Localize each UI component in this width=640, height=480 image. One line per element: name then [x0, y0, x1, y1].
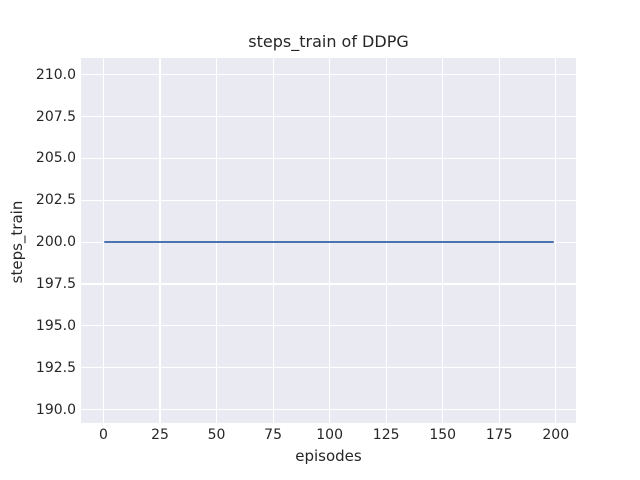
- y-axis-label: steps_train: [8, 200, 26, 284]
- x-tick-label: 125: [372, 427, 400, 443]
- x-gridline: [329, 58, 331, 423]
- y-tick-label: 205.0: [35, 150, 76, 167]
- x-tick-label: 0: [99, 427, 108, 443]
- x-tick-label: 75: [264, 427, 283, 443]
- x-gridline: [272, 58, 274, 423]
- y-axis-tick-labels: 190.0 192.5 195.0 197.5 200.0 202.5 205.0 207.5…: [0, 58, 76, 423]
- x-gridline: [102, 58, 105, 423]
- x-tick-label: 175: [485, 427, 513, 443]
- x-tick-label: 200: [542, 427, 570, 443]
- y-gridline: [81, 199, 576, 201]
- y-tick-label: 190.0: [35, 401, 76, 418]
- y-tick-label: 197.5: [35, 276, 76, 293]
- y-tick-label: 195.0: [35, 317, 76, 334]
- y-gridline: [81, 409, 576, 411]
- y-gridline: [81, 325, 576, 327]
- y-tick-label: 192.5: [35, 359, 76, 376]
- y-tick-label: 200.0: [35, 234, 76, 251]
- x-tick-label: 100: [316, 427, 343, 443]
- x-axis-label: episodes: [295, 447, 362, 465]
- x-tick-label: 150: [429, 427, 457, 443]
- x-axis-tick-labels: 0 25 50 75 100 125 150 175 200: [81, 427, 576, 445]
- y-gridline: [81, 157, 576, 160]
- y-gridline: [81, 116, 576, 118]
- y-tick-label: 207.5: [35, 108, 76, 125]
- x-tick-label: 25: [151, 427, 169, 443]
- x-gridline: [215, 58, 218, 423]
- data-line-steps_train: [103, 241, 554, 244]
- x-gridline: [159, 58, 161, 423]
- y-gridline: [81, 74, 576, 76]
- y-tick-label: 202.5: [35, 192, 76, 209]
- x-gridline: [385, 58, 387, 423]
- chart-title: steps_train of DDPG: [248, 32, 409, 51]
- x-gridline: [442, 58, 444, 423]
- x-tick-label: 50: [207, 427, 226, 443]
- y-tick-label: 210.0: [35, 66, 76, 83]
- y-gridline: [81, 367, 576, 369]
- y-gridline: [81, 283, 576, 285]
- plot-area: [81, 58, 576, 423]
- x-gridline: [498, 58, 500, 423]
- x-gridline: [555, 58, 557, 423]
